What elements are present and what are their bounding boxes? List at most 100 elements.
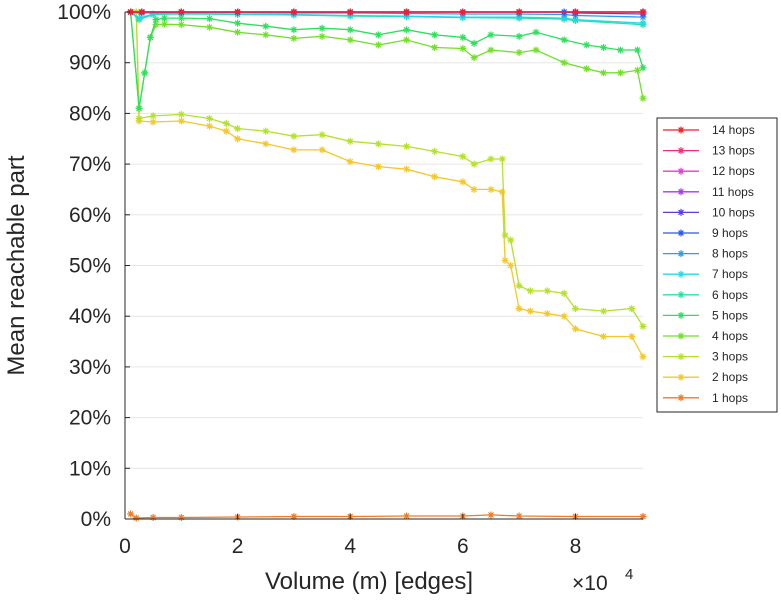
data-point: [262, 140, 270, 148]
legend-item: 3 hops: [663, 350, 748, 364]
data-point: [135, 114, 143, 122]
data-point: [141, 69, 149, 77]
legend-item: 12 hops: [663, 164, 755, 178]
x-tick-label: 4: [344, 535, 356, 558]
x-multiplier: ×10 4: [572, 566, 633, 595]
legend-item: 8 hops: [663, 247, 748, 261]
data-point: [571, 325, 579, 333]
legend-label: 8 hops: [712, 247, 748, 261]
y-tick-label: 50%: [69, 255, 111, 278]
data-point: [628, 332, 636, 340]
data-point: [459, 8, 467, 16]
data-point: [177, 110, 185, 118]
data-point: [501, 231, 509, 239]
data-point: [346, 36, 354, 44]
data-point: [560, 14, 568, 22]
data-point: [127, 510, 135, 518]
legend-item: 10 hops: [663, 205, 755, 219]
data-point: [501, 256, 509, 264]
legend-item: 5 hops: [663, 308, 748, 322]
x-multiplier-exponent: 4: [625, 566, 633, 583]
data-point: [149, 513, 157, 521]
legend-marker: [677, 353, 685, 361]
data-point: [403, 512, 411, 520]
data-point: [633, 66, 641, 74]
data-point: [498, 155, 506, 163]
data-point: [526, 287, 534, 295]
data-point: [583, 65, 591, 73]
legend-label: 14 hops: [712, 123, 755, 137]
data-point: [487, 155, 495, 163]
legend-marker: [677, 147, 685, 155]
data-point: [639, 353, 647, 361]
legend-marker: [677, 270, 685, 278]
legend-item: 7 hops: [663, 267, 748, 281]
data-point: [515, 8, 523, 16]
data-point: [152, 21, 160, 29]
data-point: [515, 49, 523, 57]
data-point: [616, 46, 624, 54]
data-point: [346, 26, 354, 34]
y-tick-label: 100%: [57, 1, 111, 24]
data-point: [160, 20, 168, 28]
data-point: [374, 163, 382, 171]
data-point: [403, 26, 411, 34]
data-point: [149, 112, 157, 120]
data-point: [374, 41, 382, 49]
data-point: [633, 46, 641, 54]
y-tick-label: 10%: [69, 457, 111, 480]
legend-label: 2 hops: [712, 370, 748, 384]
data-point: [234, 135, 242, 143]
data-point: [628, 305, 636, 313]
legend-item: 4 hops: [663, 329, 748, 343]
legend-label: 12 hops: [712, 164, 755, 178]
data-point: [526, 307, 534, 315]
data-point: [571, 16, 579, 24]
data-point: [639, 94, 647, 102]
x-tick-label: 8: [570, 535, 582, 558]
data-point: [600, 307, 608, 315]
data-point: [639, 64, 647, 72]
series-5-hops: [127, 8, 647, 112]
legend-marker: [677, 291, 685, 299]
data-point: [543, 310, 551, 318]
data-point: [639, 8, 647, 16]
data-point: [290, 34, 298, 42]
data-point: [431, 31, 439, 39]
x-multiplier-base: ×10: [572, 572, 608, 595]
data-point: [222, 127, 230, 135]
data-point: [600, 43, 608, 51]
data-point: [234, 19, 242, 27]
data-point: [318, 24, 326, 32]
data-point: [507, 236, 515, 244]
data-point: [318, 146, 326, 154]
data-point: [149, 10, 157, 18]
data-point: [571, 305, 579, 313]
legend-marker: [677, 250, 685, 258]
legend-item: 9 hops: [663, 226, 748, 240]
legend-marker: [677, 229, 685, 237]
data-point: [177, 117, 185, 125]
legend-item: 14 hops: [663, 123, 755, 137]
legend-label: 11 hops: [712, 185, 754, 199]
data-point: [543, 287, 551, 295]
legend-marker: [677, 188, 685, 196]
data-point: [346, 158, 354, 166]
legend-marker: [677, 208, 685, 216]
data-point: [318, 32, 326, 40]
legend-label: 5 hops: [712, 308, 748, 322]
data-point: [205, 23, 213, 31]
x-tick-label: 0: [119, 535, 131, 558]
data-point: [152, 16, 160, 24]
legend-item: 1 hops: [663, 391, 748, 405]
data-point: [560, 312, 568, 320]
data-point: [470, 39, 478, 47]
legend-item: 13 hops: [663, 144, 755, 158]
series-2-hops: [127, 8, 647, 361]
data-point: [616, 69, 624, 77]
legend-label: 1 hops: [712, 391, 748, 405]
legend-label: 3 hops: [712, 350, 748, 364]
data-point: [403, 8, 411, 16]
data-point: [177, 14, 185, 22]
data-point: [290, 146, 298, 154]
